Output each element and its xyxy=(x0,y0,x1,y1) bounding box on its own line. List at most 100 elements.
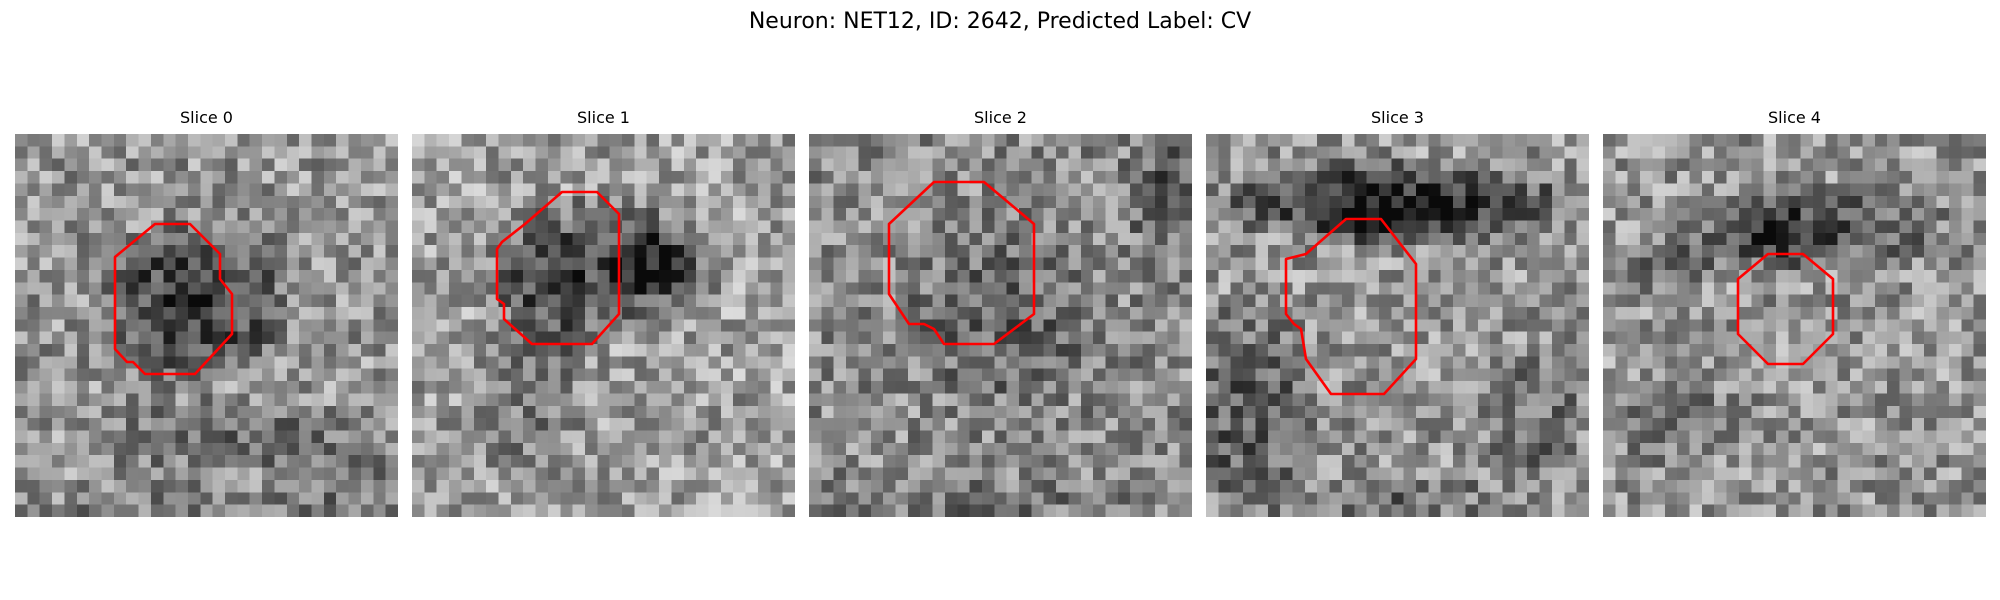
pixel-cell xyxy=(64,245,78,259)
pixel-cell xyxy=(1664,232,1678,246)
pixel-cell xyxy=(646,158,660,172)
pixel-cell xyxy=(1465,467,1479,481)
pixel-cell xyxy=(1179,134,1192,147)
pixel-cell xyxy=(336,220,350,234)
pixel-cell xyxy=(745,319,759,333)
pixel-cell xyxy=(932,294,946,308)
pixel-cell xyxy=(187,344,201,357)
pixel-cell xyxy=(76,356,90,370)
pixel-cell xyxy=(412,492,425,506)
pixel-cell xyxy=(1502,418,1516,432)
pixel-cell xyxy=(1280,442,1294,456)
pixel-cell xyxy=(1206,356,1219,370)
pixel-cell xyxy=(76,504,90,517)
pixel-cell xyxy=(1775,393,1789,407)
pixel-cell xyxy=(1763,171,1777,185)
pixel-cell xyxy=(1788,146,1802,160)
pixel-cell xyxy=(1354,368,1368,382)
pixel-cell xyxy=(436,208,450,222)
pixel-cell xyxy=(782,467,795,481)
pixel-cell xyxy=(1490,146,1504,160)
pixel-cell xyxy=(175,393,189,407)
pixel-cell xyxy=(336,183,350,197)
pixel-cell xyxy=(1031,504,1045,517)
pixel-cell xyxy=(461,195,475,209)
pixel-cell xyxy=(634,171,648,185)
pixel-cell xyxy=(412,455,425,469)
pixel-cell xyxy=(870,257,884,271)
pixel-cell xyxy=(1391,492,1405,506)
pixel-cell xyxy=(1936,442,1950,456)
pixel-cell xyxy=(696,479,710,493)
pixel-cell xyxy=(883,306,897,320)
pixel-cell xyxy=(461,479,475,493)
pixel-cell xyxy=(1788,257,1802,271)
pixel-cell xyxy=(163,146,177,160)
pixel-cell xyxy=(1403,245,1417,259)
pixel-cell xyxy=(1428,405,1442,419)
pixel-cell xyxy=(373,368,387,382)
pixel-cell xyxy=(1837,344,1851,357)
pixel-cell xyxy=(858,183,872,197)
pixel-cell xyxy=(486,208,500,222)
pixel-cell xyxy=(274,146,288,160)
pixel-cell xyxy=(1726,405,1740,419)
pixel-cell xyxy=(1093,257,1107,271)
pixel-cell xyxy=(696,208,710,222)
pixel-cell xyxy=(449,442,463,456)
pixel-cell xyxy=(634,195,648,209)
pixel-cell xyxy=(1453,208,1467,222)
pixel-cell xyxy=(1924,479,1938,493)
pixel-cell xyxy=(1887,195,1901,209)
pixel-cell xyxy=(1428,467,1442,481)
pixel-cell xyxy=(1167,356,1181,370)
pixel-cell xyxy=(696,232,710,246)
pixel-cell xyxy=(757,331,771,345)
pixel-cell xyxy=(1899,492,1913,506)
pixel-cell xyxy=(883,368,897,382)
pixel-cell xyxy=(424,393,438,407)
pixel-cell xyxy=(634,492,648,506)
pixel-cell xyxy=(1280,393,1294,407)
pixel-cell xyxy=(27,134,41,147)
pixel-cell xyxy=(1243,344,1257,357)
pixel-cell xyxy=(1726,134,1740,147)
pixel-cell xyxy=(646,467,660,481)
pixel-cell xyxy=(1664,257,1678,271)
pixel-cell xyxy=(1564,455,1578,469)
pixel-cell xyxy=(138,430,152,444)
pixel-cell xyxy=(1218,455,1232,469)
pixel-cell xyxy=(1354,171,1368,185)
pixel-cell xyxy=(187,492,201,506)
pixel-cell xyxy=(385,479,398,493)
pixel-cell xyxy=(262,220,276,234)
pixel-cell xyxy=(981,183,995,197)
pixel-cell xyxy=(584,381,598,395)
pixel-cell xyxy=(89,257,103,271)
pixel-cell xyxy=(895,171,909,185)
pixel-cell xyxy=(212,418,226,432)
pixel-cell xyxy=(1813,479,1826,493)
pixel-cell xyxy=(572,368,586,382)
pixel-cell xyxy=(163,158,177,172)
pixel-cell xyxy=(39,319,53,333)
pixel-cell xyxy=(360,418,374,432)
pixel-cell xyxy=(76,146,90,160)
pixel-cell xyxy=(150,479,164,493)
pixel-cell xyxy=(336,282,350,296)
pixel-cell xyxy=(1416,479,1429,493)
pixel-cell xyxy=(237,442,251,456)
pixel-cell xyxy=(523,393,537,407)
pixel-cell xyxy=(187,467,201,481)
pixel-cell xyxy=(39,344,53,357)
pixel-cell xyxy=(1280,220,1294,234)
pixel-cell xyxy=(1751,467,1765,481)
pixel-cell xyxy=(1167,208,1181,222)
pixel-cell xyxy=(1850,232,1864,246)
pixel-cell xyxy=(1453,479,1467,493)
pixel-cell xyxy=(436,479,450,493)
pixel-cell xyxy=(1206,257,1219,271)
pixel-cell xyxy=(1677,479,1691,493)
pixel-cell xyxy=(1142,208,1156,222)
pixel-cell xyxy=(1502,294,1516,308)
